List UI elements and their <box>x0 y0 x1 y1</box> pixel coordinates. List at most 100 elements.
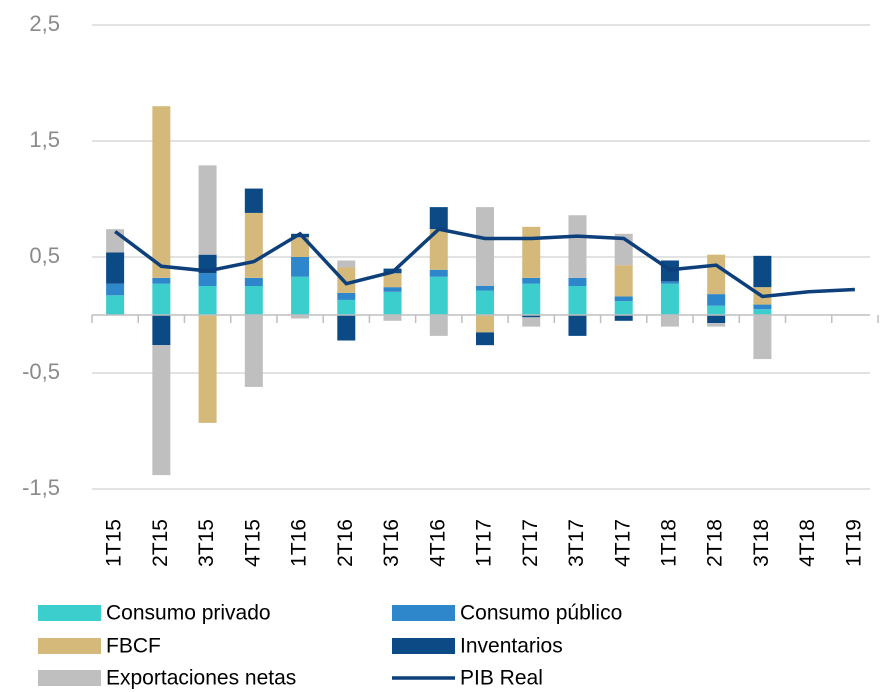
bar <box>614 301 633 315</box>
x-tick-label: 1T17 <box>473 519 496 567</box>
x-tick-label: 2T16 <box>334 519 357 567</box>
bar <box>429 269 448 277</box>
bar <box>522 283 541 315</box>
bar <box>291 315 310 319</box>
bar <box>522 315 541 318</box>
bar <box>337 292 356 300</box>
bar <box>429 276 448 315</box>
bar <box>106 252 125 284</box>
bar <box>291 257 310 277</box>
x-tick-label: 3T16 <box>380 519 403 567</box>
bar <box>429 229 448 270</box>
x-tick-label: 2T17 <box>519 519 542 567</box>
bar <box>707 254 726 295</box>
bar <box>614 296 633 302</box>
bar <box>198 315 217 423</box>
line <box>114 227 855 299</box>
bar <box>244 315 263 387</box>
y-tick-label: 1,5 <box>29 127 60 152</box>
legend-swatch <box>38 605 101 621</box>
bar <box>753 255 772 288</box>
bar <box>660 281 679 284</box>
bar <box>614 315 633 321</box>
legend-label: Consumo público <box>460 602 622 625</box>
bar <box>707 305 726 315</box>
bar <box>244 188 263 213</box>
bar <box>753 304 772 310</box>
bar <box>337 299 356 315</box>
x-tick-label: 2T18 <box>704 519 727 567</box>
bar <box>337 267 356 293</box>
bar <box>753 315 772 360</box>
bar <box>198 165 217 255</box>
bar <box>106 283 125 296</box>
bar <box>152 345 171 476</box>
bar <box>106 295 125 315</box>
bar <box>383 287 402 292</box>
bar <box>244 286 263 315</box>
legend-swatch <box>38 670 101 686</box>
bar <box>568 315 587 336</box>
legend-swatch <box>392 638 455 654</box>
legend-swatch <box>392 605 455 621</box>
legend-label: Exportaciones netas <box>106 667 296 690</box>
x-tick-label: 3T15 <box>195 519 218 567</box>
x-tick-label: 1T16 <box>288 519 311 567</box>
bar <box>476 290 494 315</box>
bar <box>707 323 726 327</box>
bar <box>244 277 263 286</box>
x-tick-label: 1T18 <box>657 519 680 567</box>
bar <box>291 276 310 315</box>
bar <box>383 273 402 288</box>
bar <box>660 315 679 327</box>
x-tick-label: 3T18 <box>750 519 773 567</box>
bar <box>383 291 402 315</box>
bar <box>383 315 402 321</box>
bar <box>152 283 171 315</box>
x-tick-label: 4T18 <box>796 519 819 567</box>
bar <box>707 315 726 324</box>
bar <box>429 315 448 336</box>
x-tick-label: 2T15 <box>149 519 172 567</box>
bar <box>198 286 217 315</box>
bar <box>337 260 356 268</box>
bar <box>614 265 633 297</box>
bar <box>152 106 171 278</box>
bar <box>337 315 356 341</box>
bar <box>291 237 310 257</box>
y-tick-label: 0,5 <box>29 243 60 268</box>
bar <box>568 286 587 315</box>
bar <box>198 273 217 286</box>
legend-label: Inventarios <box>460 635 563 658</box>
x-tick-label: 3T17 <box>565 519 588 567</box>
x-tick-label: 4T17 <box>611 519 634 567</box>
bar <box>568 215 587 278</box>
legend-swatch <box>38 638 101 654</box>
bar <box>476 286 494 291</box>
bar <box>707 294 726 306</box>
bar <box>476 207 494 286</box>
legend-label: PIB Real <box>460 667 543 690</box>
bar <box>244 212 263 278</box>
bar <box>568 277 587 286</box>
bar <box>660 283 679 315</box>
bar <box>522 226 541 278</box>
x-tick-label: 4T16 <box>426 519 449 567</box>
bar <box>152 315 171 346</box>
bar <box>476 332 494 346</box>
bar <box>429 207 448 230</box>
legend-label: Consumo privado <box>106 602 271 625</box>
x-tick-label: 1T15 <box>103 519 126 567</box>
bar <box>152 277 171 284</box>
bar <box>522 317 541 327</box>
x-tick-label: 4T15 <box>241 519 264 567</box>
x-tick-label: 1T19 <box>842 519 865 567</box>
bar <box>522 277 541 284</box>
y-tick-label: -1,5 <box>22 475 60 500</box>
y-tick-label: -0,5 <box>22 359 60 384</box>
bar <box>753 309 772 315</box>
bar <box>476 315 494 333</box>
legend-label: FBCF <box>106 635 161 658</box>
y-tick-label: 2,5 <box>29 11 60 36</box>
